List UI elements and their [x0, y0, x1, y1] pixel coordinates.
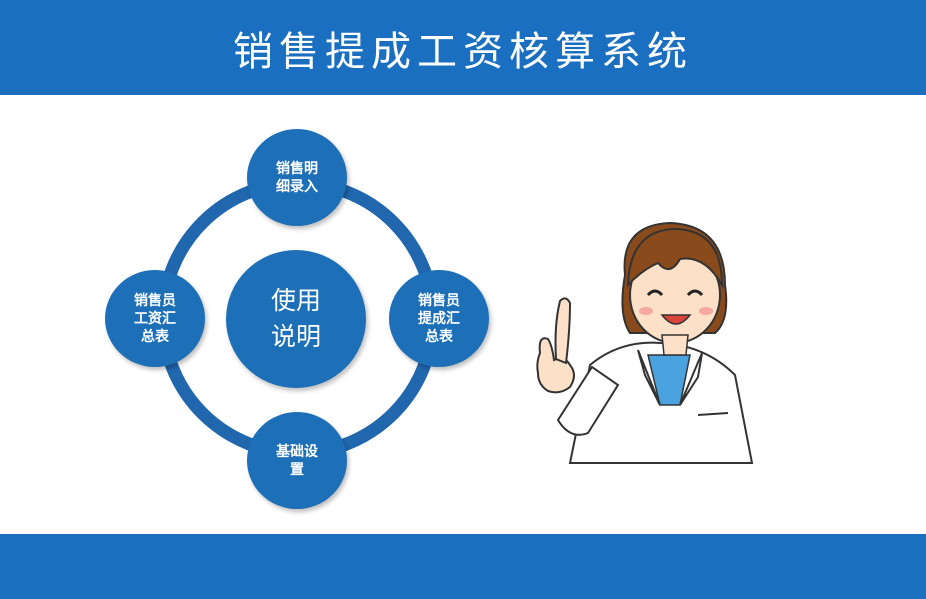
- sales-salary-summary-button[interactable]: 销售员 工资汇 总表: [105, 270, 205, 367]
- header-banner: 销售提成工资核算系统: [0, 0, 926, 95]
- sales-commission-summary-label: 销售员 提成汇 总表: [418, 292, 460, 345]
- sales-commission-summary-button[interactable]: 销售员 提成汇 总表: [389, 270, 489, 367]
- doctor-pointing-icon: [536, 221, 754, 464]
- center-usage-guide-label: 使用 说明: [270, 286, 321, 351]
- sales-salary-summary-label: 销售员 工资汇 总表: [134, 292, 176, 345]
- basic-settings-label: 基础设 置: [276, 443, 318, 478]
- center-usage-guide-button[interactable]: 使用 说明: [226, 250, 366, 388]
- app-title: 销售提成工资核算系统: [233, 28, 693, 75]
- footer-banner: [0, 534, 926, 599]
- basic-settings-button[interactable]: 基础设 置: [247, 412, 347, 509]
- sales-detail-entry-button[interactable]: 销售明 细录入: [247, 129, 347, 226]
- sales-detail-entry-label: 销售明 细录入: [276, 160, 318, 195]
